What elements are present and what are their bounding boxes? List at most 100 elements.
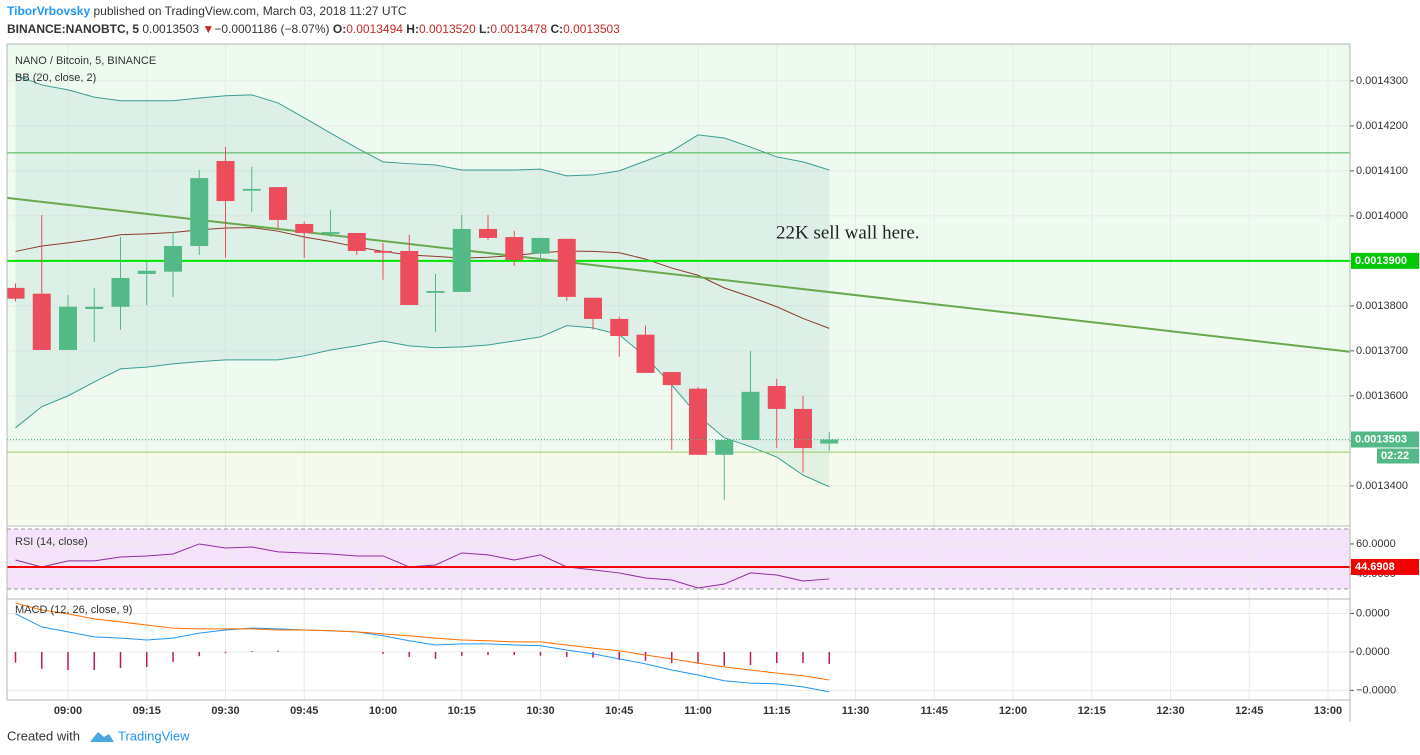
symbol: BINANCE:NANOBTC, 5 [7,22,139,36]
candle-body [610,318,629,337]
candle-body [85,306,104,310]
brand[interactable]: TradingView [118,728,190,743]
x-tick-label: 11:30 [842,705,870,717]
x-tick-label: 09:00 [54,705,82,717]
publish-line: TiborVrbovsky published on TradingView.c… [7,4,407,18]
grid [7,44,1350,700]
y-tick-label: 0.0013600 [1356,390,1408,402]
candle-body [137,270,156,274]
x-tick-label: 12:30 [1156,705,1184,717]
candle-body [505,237,524,260]
candle-body [426,291,445,293]
candle-body [689,388,707,455]
candle-body [400,250,419,305]
y-tick-label: 0.0014100 [1356,165,1408,177]
candle-body [636,334,655,373]
x-tick-label: 12:00 [999,705,1027,717]
candle-body [6,287,25,299]
x-tick-label: 12:45 [1235,705,1263,717]
ohlc-key: L: [479,22,490,36]
ohlc-value: 0.0013478 [490,22,547,36]
y-tick-label: 60.0000 [1356,538,1396,550]
x-tick-label: 10:30 [526,705,554,717]
pane-bg-low [7,452,1350,525]
y-tick-label: 0.0014000 [1356,210,1408,222]
price-label: 44.6908 [1355,561,1395,573]
macd-line [15,613,830,693]
x-tick-label: 11:15 [763,705,791,717]
logo [90,732,114,742]
candle-body [584,297,602,319]
candle-body [59,306,77,350]
pane-title: MACD (12, 26, close, 9) [15,604,132,616]
ohlc-value: 0.0013503 [563,22,620,36]
x-tick-label: 09:30 [211,705,239,717]
bb-upper [15,74,830,177]
candle-body [662,372,681,386]
x-tick-label: 09:15 [133,705,161,717]
candle-body [242,188,261,191]
candle-body [557,238,576,297]
annotation: 22K sell wall here. [776,222,920,243]
price-label-box [1351,431,1419,448]
price-label: 0.0013503 [1355,433,1407,445]
x-tick-label: 12:15 [1078,705,1106,717]
indicator-label: BB (20, close, 2) [15,72,96,84]
candle-body [321,232,340,234]
x-tick-label: 10:15 [448,705,476,717]
candle-body [794,408,812,449]
candle-body [452,228,471,292]
price-label: 0.0013900 [1355,255,1407,267]
pane-bg [7,600,1350,700]
candle-body [347,232,366,251]
y-tick-label: 0.0000 [1356,646,1390,658]
axes: 09:00 09:15 09:30 09:45 10:00 10:15 10:30 10:45… [0,43,1420,722]
x-tick-label: 10:00 [369,705,397,717]
y-tick-label: −0.0000 [1356,684,1396,696]
candle-body [374,250,392,253]
y-tick-label: 0.0013800 [1356,300,1408,312]
y-tick-label: 0.0000 [1356,607,1390,619]
marks: 22K sell wall here. [6,74,1351,693]
candle-body [32,293,51,350]
backgrounds [7,44,1350,700]
price-label-box [1351,252,1419,269]
ohlc-value: 0.0013494 [346,22,403,36]
x-tick-label: 11:00 [684,705,712,717]
candle-body [190,178,209,247]
y-tick-label: 0.0014200 [1356,120,1408,132]
created-with: Created with [7,728,80,743]
candle-body [531,237,550,254]
candle-body [479,228,497,238]
ohlc-key: O: [333,22,346,36]
x-tick-label: 13:00 [1314,705,1342,717]
ohlc-value: 0.0013520 [419,22,476,36]
symbol-line: BINANCE:NANOBTC, 5 0.0013503 ▼−0.0001186… [7,22,620,36]
published: published on TradingView.com, March 03, … [90,4,407,18]
time-axis [0,700,1420,722]
y-tick-label: 0.0013400 [1356,480,1408,492]
author[interactable]: TiborVrbovsky [7,4,90,18]
arrow: ▼ [202,22,214,36]
signal-line [15,602,830,681]
candle-body [295,223,314,233]
countdown: 02:22 [1381,450,1409,462]
plot: 22K sell wall here. 09:00 09:15 09:30 09:45 1… [0,43,1420,722]
ohlc-key: H: [406,22,419,36]
price-label-box [1351,558,1419,575]
y-tick-label: 0.0013700 [1356,345,1408,357]
change: −0.0001186 (−8.07%) [214,22,329,36]
pane-title: RSI (14, close) [15,536,88,548]
pane-title: NANO / Bitcoin, 5, BINANCE [15,55,156,67]
candle-body [216,160,235,202]
candle-body [164,246,182,272]
ohlc-key: C: [550,22,563,36]
candle-body [269,187,287,220]
bb-basis [15,227,830,329]
x-tick-label: 09:45 [290,705,318,717]
x-tick-label: 11:45 [920,705,948,717]
y-tick-label: 0.0014300 [1356,75,1408,87]
x-tick-label: 10:45 [605,705,633,717]
candle-body [767,385,786,409]
